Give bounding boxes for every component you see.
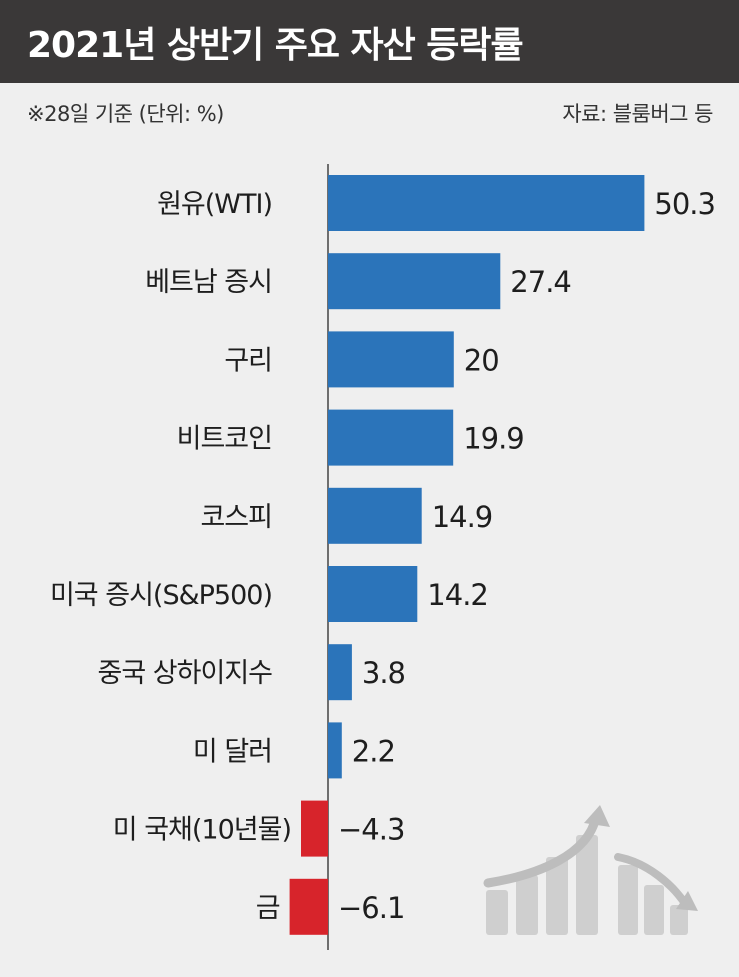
value-label: 3.8	[362, 656, 405, 690]
value-label: 50.3	[654, 187, 715, 221]
category-label: 미 국채(10년물)	[113, 815, 291, 846]
bar	[328, 409, 454, 466]
value-label: −6.1	[338, 891, 404, 925]
bar	[328, 331, 454, 388]
value-label: 27.4	[510, 265, 571, 299]
category-label: 미국 증시(S&P500)	[50, 580, 272, 611]
bar	[328, 175, 645, 231]
bar	[328, 644, 352, 701]
value-label: 2.2	[352, 734, 395, 768]
value-label: 14.2	[427, 578, 488, 612]
category-label: 구리	[224, 345, 272, 376]
source-note: 자료: 블룸버그 등	[562, 102, 713, 126]
rising-arrow-icon	[483, 805, 698, 935]
category-label: 코스피	[200, 502, 272, 533]
bar	[289, 878, 328, 935]
value-label: −4.3	[338, 813, 404, 847]
bar	[328, 722, 342, 779]
category-label: 미 달러	[193, 736, 272, 767]
value-label: 14.9	[432, 500, 493, 534]
category-label: 중국 상하이지수	[98, 658, 273, 689]
bar	[328, 566, 418, 622]
page-title: 2021년 상반기 주요 자산 등락률	[0, 0, 739, 83]
bar-chart: 원유(WTI) 50.3 베트남 증시 27.4 구리 20 비트코인 19.9 코스피 14.9…	[50, 164, 716, 950]
unit-note: ※28일 기준 (단위: %)	[27, 102, 224, 126]
category-label: 원유(WTI)	[157, 189, 272, 220]
bar	[328, 253, 501, 310]
value-label: 19.9	[463, 422, 524, 456]
category-label: 비트코인	[177, 424, 272, 455]
category-label: 베트남 증시	[145, 267, 272, 298]
bar	[328, 487, 422, 544]
bar	[301, 800, 328, 857]
category-label: 금	[256, 893, 280, 924]
value-label: 20	[464, 343, 499, 377]
